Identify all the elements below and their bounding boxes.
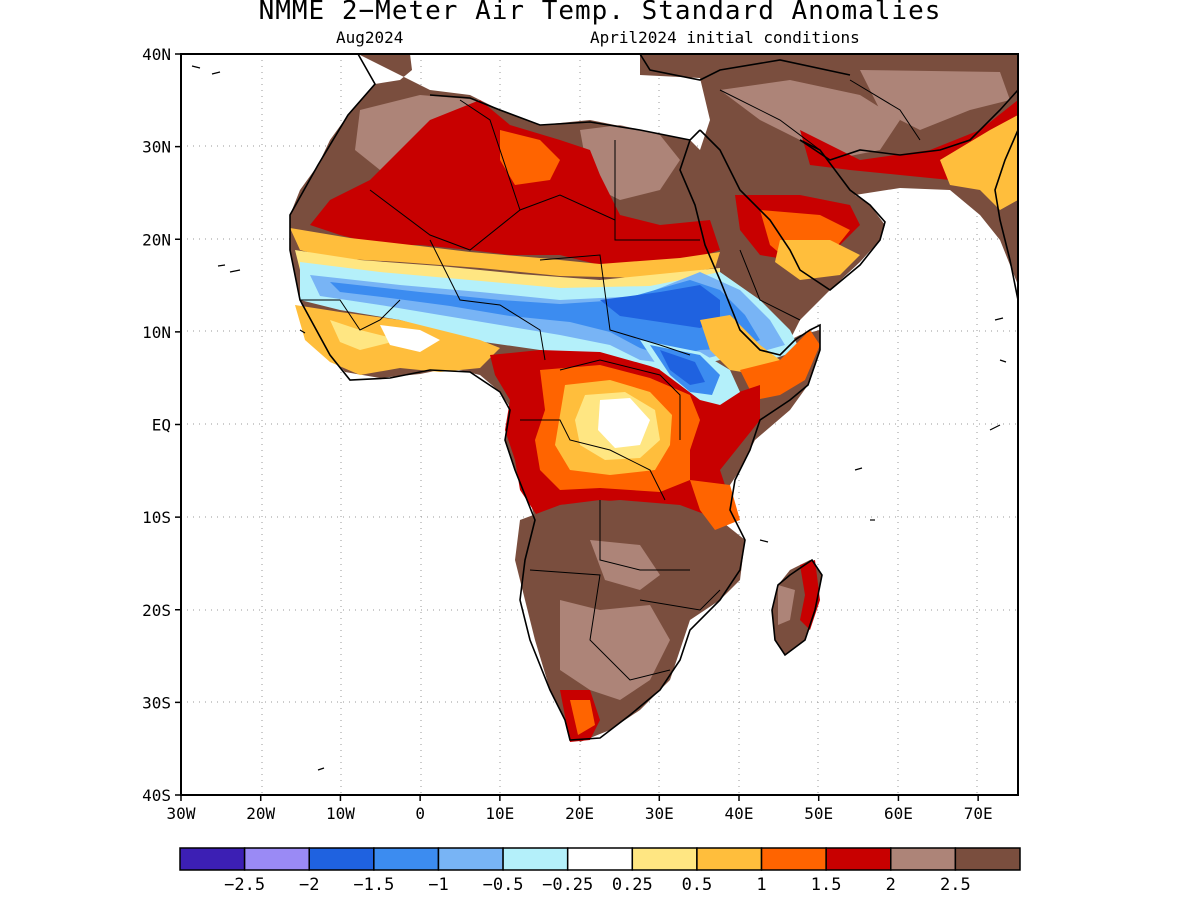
lat-tick-label: 10N [142, 323, 171, 342]
arabia-yellow [775, 240, 860, 280]
lon-tick-label: 20E [565, 804, 594, 823]
colorbar-swatch [566, 847, 634, 871]
lon-tick-label: 10E [485, 804, 514, 823]
colorbar-swatch [760, 847, 827, 871]
iran-orange [940, 115, 1018, 210]
colorbar-swatch [631, 847, 698, 871]
lat-tick-label: 30S [142, 693, 171, 712]
colorbar-label: −0.5 [483, 875, 524, 895]
map-title: NMME 2−Meter Air Temp. Standard Anomalie… [258, 0, 942, 26]
patch-arabia-light [720, 80, 900, 160]
lat-tick-label: 10S [142, 508, 171, 527]
lon-tick-label: 50E [804, 804, 833, 823]
colorbar-swatch [243, 847, 310, 871]
colorbar-label: 0.25 [612, 875, 653, 895]
southern-africa-light2 [590, 540, 660, 590]
ethiopia-orange [700, 315, 780, 375]
colorbar-label: 2 [886, 875, 896, 895]
colorbar-label: 1 [756, 875, 766, 895]
lat-tick-label: 30N [142, 138, 171, 157]
central-white [598, 398, 650, 448]
coastlines [289, 54, 1018, 741]
sahara-orange [500, 130, 560, 185]
colorbar-label: 2.5 [940, 875, 971, 895]
political-borders [300, 79, 921, 681]
colorbar-label: −2 [299, 875, 319, 895]
colorbar-swatch [954, 847, 1021, 871]
patch-egypt-light [580, 125, 680, 200]
axis-ticks [175, 53, 979, 801]
lon-tick-label: 30E [645, 804, 674, 823]
sahel-deepblue [600, 285, 720, 328]
colorbar-swatch [373, 847, 440, 871]
lon-tick-label: 70E [964, 804, 993, 823]
southern-mozambique-orange [690, 480, 740, 530]
island-markers [191, 65, 1007, 771]
lon-tick-label: 10W [326, 804, 355, 823]
colorbar-label: −0.25 [542, 875, 593, 895]
valid-month-label: Aug2024 [336, 28, 404, 47]
colorbar-label: 1.5 [811, 875, 842, 895]
init-conditions-label: April2024 initial conditions [590, 28, 860, 47]
colorbar-label: 0.5 [682, 875, 713, 895]
colorbar-swatch [308, 847, 375, 871]
guinea-coast-light [330, 320, 400, 350]
colorbar-label: −1 [428, 875, 448, 895]
colorbar-swatch [696, 847, 763, 871]
colorbar-label: −2.5 [224, 875, 265, 895]
lon-tick-label: 40E [725, 804, 754, 823]
colorbar-swatch [890, 847, 957, 871]
lon-tick-label: 60E [884, 804, 913, 823]
west-africa-white [380, 325, 440, 352]
lat-tick-label: 20N [142, 230, 171, 249]
sahel-yellow [290, 228, 720, 278]
sahel-lightyellow [295, 250, 720, 292]
lon-tick-label: 30W [167, 804, 196, 823]
lat-tick-label: EQ [152, 416, 171, 435]
madagascar-light [778, 585, 795, 625]
colorbar-swatch [179, 847, 246, 871]
cape-orange [570, 700, 595, 735]
colorbar-swatch [437, 847, 504, 871]
colorbar: −2.5 −2 −1.5 −1 −0.5 −0.25 0.25 0.5 1 1.5 2 2.5 [179, 847, 1021, 895]
lat-tick-label: 20S [142, 601, 171, 620]
east-africa-deep [660, 350, 705, 385]
lon-tick-label: 0 [415, 804, 425, 823]
horn-orange [740, 330, 820, 400]
colorbar-swatch [502, 847, 569, 871]
colorbar-swatch [825, 847, 892, 871]
southern-africa-light [560, 600, 670, 700]
colorbar-label: −1.5 [353, 875, 394, 895]
patch-iran-light [860, 70, 1010, 130]
lat-tick-label: 40N [142, 45, 171, 64]
lon-tick-label: 20W [246, 804, 275, 823]
lat-tick-label: 40S [142, 786, 171, 805]
